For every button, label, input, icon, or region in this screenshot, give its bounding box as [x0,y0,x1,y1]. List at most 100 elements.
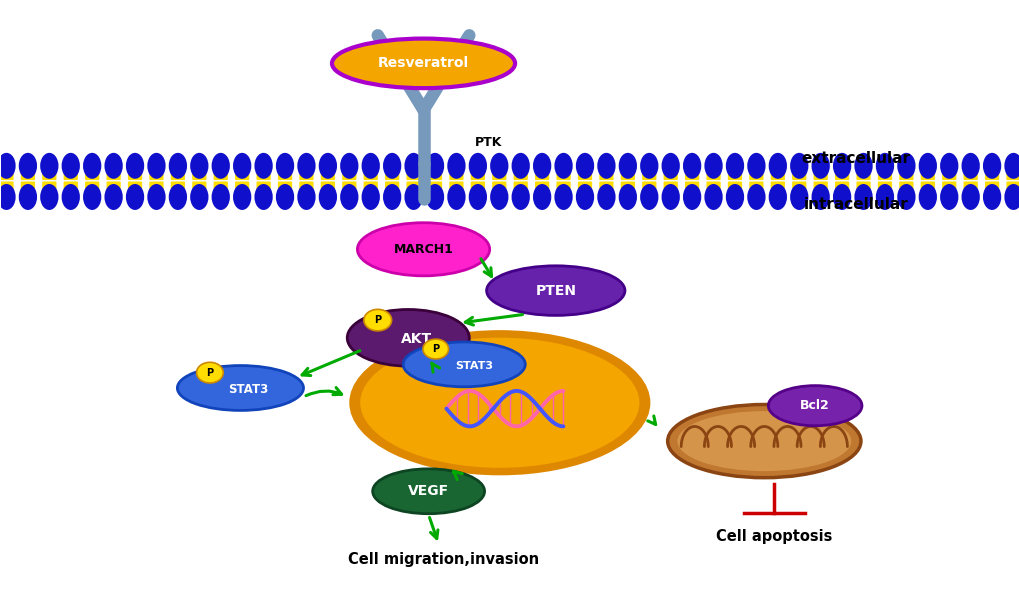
FancyBboxPatch shape [963,181,977,192]
Ellipse shape [339,153,358,179]
Ellipse shape [0,184,15,210]
Ellipse shape [768,184,787,210]
FancyBboxPatch shape [492,169,505,180]
FancyBboxPatch shape [792,181,806,192]
FancyBboxPatch shape [406,169,420,180]
Ellipse shape [331,39,515,88]
FancyBboxPatch shape [813,169,827,180]
FancyBboxPatch shape [685,181,699,192]
Ellipse shape [382,153,400,179]
Text: P: P [206,368,213,378]
Ellipse shape [512,153,529,179]
FancyBboxPatch shape [728,181,742,192]
Ellipse shape [346,310,469,366]
Ellipse shape [254,153,272,179]
FancyBboxPatch shape [770,169,785,180]
Text: Cell apoptosis: Cell apoptosis [715,529,832,544]
Ellipse shape [576,153,593,179]
Ellipse shape [190,184,208,210]
FancyBboxPatch shape [20,181,35,192]
Text: PTEN: PTEN [535,283,576,298]
FancyBboxPatch shape [899,181,913,192]
FancyBboxPatch shape [384,181,398,192]
FancyBboxPatch shape [813,181,827,192]
FancyBboxPatch shape [706,169,720,180]
Ellipse shape [640,153,658,179]
Text: intracellular: intracellular [803,197,907,212]
Ellipse shape [897,153,915,179]
FancyBboxPatch shape [63,169,77,180]
Ellipse shape [533,153,550,179]
Ellipse shape [961,184,979,210]
Ellipse shape [61,153,79,179]
FancyBboxPatch shape [963,169,977,180]
FancyBboxPatch shape [449,169,463,180]
FancyBboxPatch shape [535,181,548,192]
Text: P: P [374,315,381,325]
Ellipse shape [667,404,860,478]
Ellipse shape [147,184,165,210]
Ellipse shape [961,153,979,179]
FancyBboxPatch shape [85,181,99,192]
Ellipse shape [40,153,58,179]
Ellipse shape [361,184,379,210]
FancyBboxPatch shape [213,181,227,192]
FancyBboxPatch shape [599,181,613,192]
Ellipse shape [18,153,37,179]
FancyBboxPatch shape [213,169,227,180]
Text: Bcl2: Bcl2 [800,399,829,412]
Ellipse shape [533,184,550,210]
Ellipse shape [790,184,808,210]
Text: extracellular: extracellular [801,151,910,165]
Ellipse shape [348,330,650,476]
Ellipse shape [790,153,808,179]
Ellipse shape [83,153,101,179]
Ellipse shape [661,153,680,179]
FancyBboxPatch shape [42,181,56,192]
FancyBboxPatch shape [170,169,184,180]
Text: MARCH1: MARCH1 [393,243,453,256]
Ellipse shape [875,153,894,179]
Ellipse shape [747,184,765,210]
Ellipse shape [357,335,642,471]
FancyBboxPatch shape [299,169,313,180]
FancyBboxPatch shape [877,181,892,192]
FancyBboxPatch shape [0,181,13,192]
Ellipse shape [382,184,400,210]
Ellipse shape [168,153,186,179]
Ellipse shape [619,184,637,210]
Ellipse shape [275,153,293,179]
FancyBboxPatch shape [942,169,956,180]
Ellipse shape [1004,184,1019,210]
Ellipse shape [683,184,701,210]
FancyBboxPatch shape [899,169,913,180]
Text: VEGF: VEGF [408,484,448,498]
FancyBboxPatch shape [363,181,377,192]
FancyBboxPatch shape [341,181,356,192]
FancyBboxPatch shape [149,181,163,192]
Ellipse shape [683,153,701,179]
FancyBboxPatch shape [728,169,742,180]
Ellipse shape [512,184,529,210]
FancyBboxPatch shape [492,181,505,192]
FancyBboxPatch shape [85,169,99,180]
Ellipse shape [403,342,525,387]
Ellipse shape [0,153,15,179]
FancyBboxPatch shape [277,181,291,192]
Ellipse shape [275,184,293,210]
Ellipse shape [447,153,465,179]
FancyBboxPatch shape [320,169,334,180]
Ellipse shape [232,184,251,210]
FancyBboxPatch shape [256,169,270,180]
Ellipse shape [469,184,486,210]
Ellipse shape [177,365,304,410]
FancyBboxPatch shape [621,169,635,180]
Ellipse shape [619,153,637,179]
Ellipse shape [404,153,422,179]
Ellipse shape [490,184,507,210]
Ellipse shape [940,153,958,179]
FancyBboxPatch shape [642,181,656,192]
Ellipse shape [104,184,122,210]
Ellipse shape [833,153,851,179]
FancyBboxPatch shape [663,169,678,180]
